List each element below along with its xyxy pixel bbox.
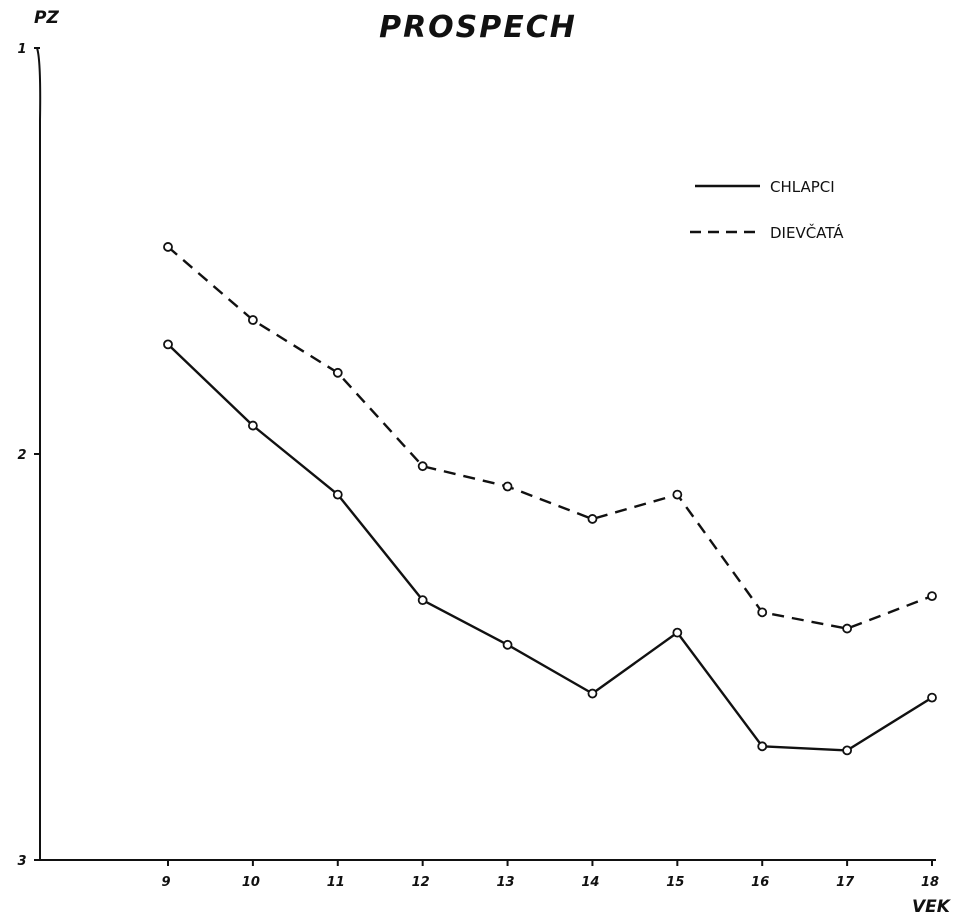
- data-point-dievcata-17: [842, 623, 853, 634]
- data-point-dievcata-14: [587, 514, 598, 524]
- data-point-chlapci-17: [842, 745, 853, 756]
- x-tick-label-12: 12: [412, 875, 430, 890]
- y-axis-label: PZ: [34, 8, 59, 28]
- data-point-dievcata-11: [332, 367, 343, 378]
- x-tick-label-14: 14: [581, 875, 599, 890]
- legend-label-dievcata: DIEVČATÁ: [770, 223, 844, 242]
- x-tick-label-15: 15: [666, 875, 684, 890]
- x-axis-label: VEK: [912, 897, 952, 916]
- data-point-chlapci-9: [163, 339, 173, 350]
- data-point-dievcata-15: [672, 489, 683, 500]
- legend-label-chlapci: CHLAPCI: [770, 178, 835, 196]
- legend: CHLAPCI DIEVČATÁ: [690, 178, 844, 242]
- y-tick-label-3: 3: [17, 854, 26, 869]
- data-point-dievcata-10: [247, 315, 258, 325]
- series-line-dievcata: [167, 245, 933, 630]
- data-point-dievcata-16: [757, 607, 768, 618]
- data-point-chlapci-10: [247, 420, 258, 431]
- y-tick-label-2: 2: [17, 448, 26, 463]
- x-tick-label-11: 11: [327, 875, 345, 890]
- data-point-chlapci-16: [757, 741, 768, 752]
- y-axis: [36, 47, 42, 860]
- data-point-chlapci-18: [927, 692, 937, 703]
- data-point-chlapci-13: [502, 639, 513, 650]
- data-point-chlapci-15: [672, 627, 683, 638]
- data-point-dievcata-9: [163, 242, 173, 252]
- x-tick-label-10: 10: [242, 875, 260, 890]
- y-tick-label-1: 1: [17, 42, 26, 57]
- data-point-chlapci-11: [332, 489, 343, 500]
- y-ticks: 1 2 3: [17, 42, 40, 869]
- x-ticks: 9 10 11 12 13 14 15 16 17 18: [161, 860, 939, 890]
- series-line-chlapci: [167, 343, 933, 752]
- chart-title: PROSPECH: [379, 10, 577, 45]
- x-tick-label-17: 17: [836, 875, 855, 890]
- x-tick-label-18: 18: [921, 875, 939, 890]
- data-point-dievcata-18: [927, 591, 937, 601]
- data-point-chlapci-12: [417, 595, 428, 606]
- x-tick-label-16: 16: [751, 875, 769, 890]
- data-point-dievcata-13: [502, 481, 513, 492]
- x-tick-label-13: 13: [497, 875, 515, 890]
- data-point-chlapci-14: [587, 688, 598, 699]
- x-tick-label-9: 9: [161, 875, 170, 890]
- data-point-dievcata-12: [417, 461, 428, 472]
- series-group: [163, 242, 937, 756]
